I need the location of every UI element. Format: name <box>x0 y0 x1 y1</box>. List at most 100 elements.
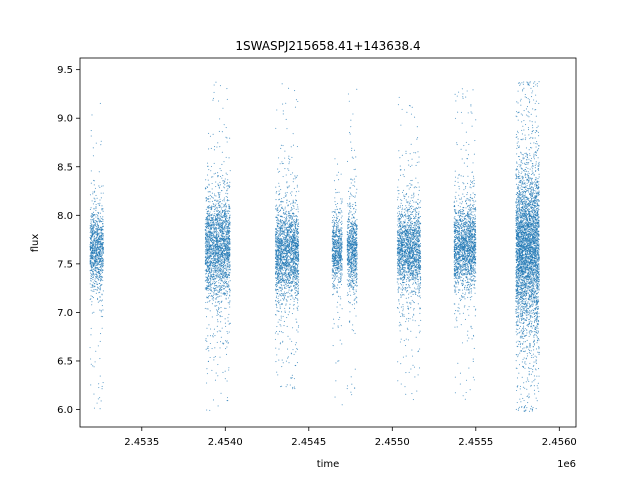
data-point <box>214 356 216 358</box>
data-point <box>296 362 298 364</box>
data-point <box>206 248 208 251</box>
data-point <box>281 359 283 361</box>
data-point <box>90 182 92 184</box>
data-point <box>209 232 212 234</box>
data-point <box>219 200 221 203</box>
data-point <box>205 234 207 236</box>
data-point <box>287 286 289 288</box>
data-point <box>98 279 100 281</box>
data-point <box>212 242 214 244</box>
data-point <box>286 128 288 130</box>
data-point <box>227 286 229 289</box>
data-point <box>220 392 222 394</box>
data-point <box>293 246 295 248</box>
data-point <box>217 264 219 266</box>
data-point <box>226 267 228 269</box>
data-point <box>216 236 219 239</box>
data-point <box>99 238 101 240</box>
data-point <box>207 247 209 249</box>
data-point <box>99 199 101 201</box>
data-point <box>99 241 101 243</box>
data-point <box>206 242 208 244</box>
data-point <box>279 306 281 308</box>
data-point <box>222 182 225 184</box>
data-point <box>223 253 225 255</box>
data-point <box>207 279 209 281</box>
data-point <box>221 210 223 212</box>
data-point <box>225 348 227 350</box>
data-point <box>100 140 102 142</box>
data-point <box>223 206 225 208</box>
data-point <box>99 255 101 258</box>
data-point <box>217 222 219 224</box>
data-point <box>221 226 223 228</box>
data-point <box>101 388 103 390</box>
data-point <box>229 272 231 274</box>
data-point <box>284 307 286 309</box>
data-point <box>100 256 103 258</box>
data-point <box>284 208 286 210</box>
data-point <box>223 244 225 246</box>
data-point <box>100 192 102 194</box>
data-point <box>205 230 207 232</box>
data-point <box>294 364 296 366</box>
data-point <box>276 305 278 307</box>
data-point <box>206 267 208 269</box>
data-point <box>214 212 216 215</box>
data-point <box>228 206 230 208</box>
data-point <box>226 196 228 198</box>
data-point <box>206 241 209 243</box>
data-point <box>228 212 230 215</box>
data-point <box>283 249 285 251</box>
data-point <box>215 298 217 300</box>
data-point <box>92 203 94 205</box>
data-point <box>220 311 222 313</box>
data-point <box>101 229 103 231</box>
data-point <box>217 310 219 312</box>
data-point <box>229 246 231 248</box>
data-point <box>217 245 219 247</box>
data-point <box>284 249 286 252</box>
data-point <box>212 251 215 253</box>
data-point <box>286 275 288 278</box>
data-point <box>91 296 93 298</box>
data-point <box>100 400 102 402</box>
data-point <box>216 289 218 291</box>
data-point <box>89 231 91 234</box>
data-point <box>100 197 102 199</box>
data-point <box>218 289 221 291</box>
data-point <box>206 273 208 275</box>
data-point <box>92 229 94 231</box>
data-point <box>208 132 210 134</box>
data-point <box>100 258 102 260</box>
data-point <box>281 83 283 85</box>
data-point <box>213 229 215 231</box>
data-point <box>281 201 283 203</box>
data-point <box>99 228 101 231</box>
data-point <box>216 243 218 245</box>
data-point <box>293 353 295 355</box>
data-point <box>286 199 288 201</box>
data-point <box>218 246 220 248</box>
data-point <box>220 290 222 292</box>
data-point <box>217 183 219 185</box>
data-point <box>89 298 91 301</box>
data-point <box>94 223 96 225</box>
data-point <box>91 290 93 292</box>
data-point <box>298 251 300 253</box>
data-point <box>214 214 216 216</box>
data-point <box>229 210 231 212</box>
data-point <box>224 180 226 183</box>
data-point <box>204 270 206 272</box>
data-point <box>275 240 277 242</box>
data-point <box>213 253 215 255</box>
data-point <box>286 325 288 328</box>
data-point <box>278 190 280 192</box>
data-point <box>221 278 223 280</box>
data-point <box>93 208 95 210</box>
data-point <box>100 251 102 253</box>
data-point <box>93 289 95 291</box>
data-point <box>278 279 280 281</box>
data-point <box>284 264 286 266</box>
data-point <box>92 233 94 236</box>
